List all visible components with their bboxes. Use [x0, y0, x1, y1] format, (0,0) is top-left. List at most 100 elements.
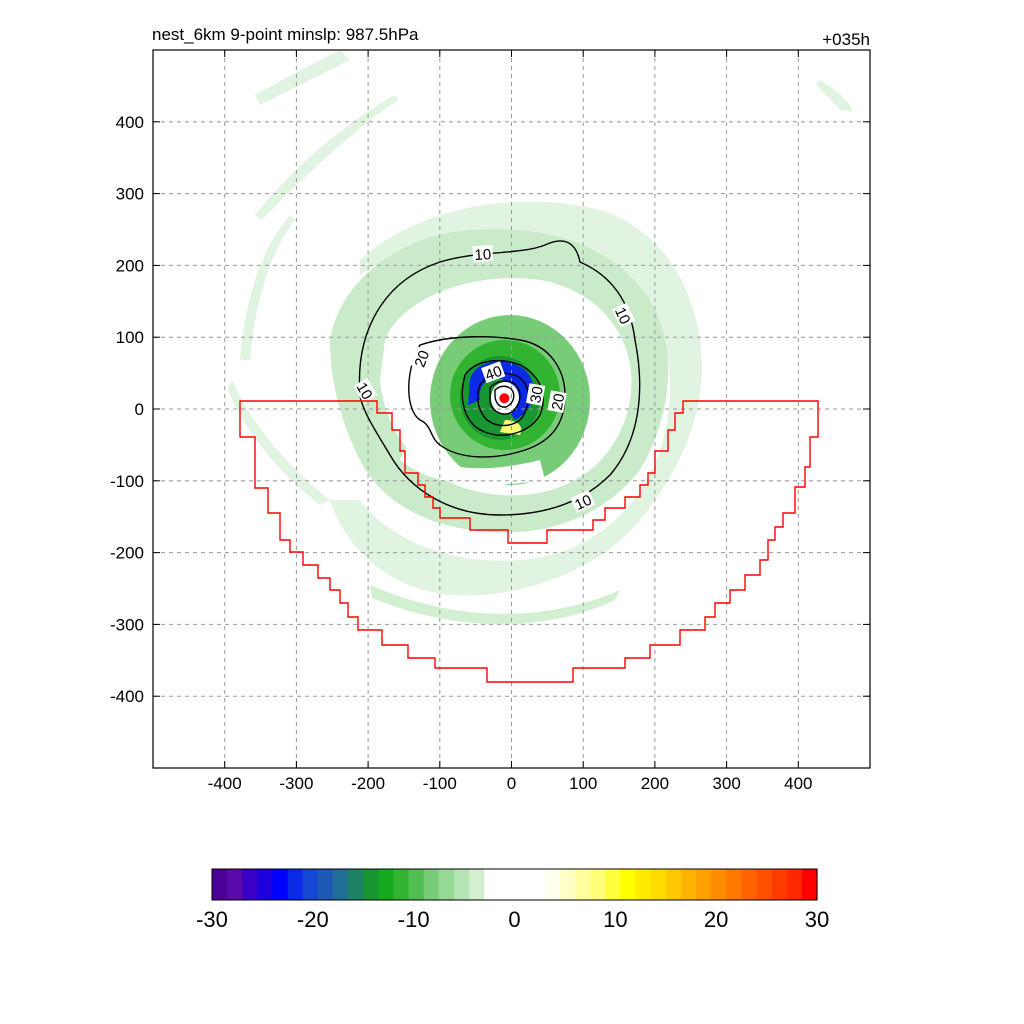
colorbar-swatch — [650, 869, 667, 900]
colorbar-swatch — [423, 869, 440, 900]
colorbar: -30 -20 -10 0 10 20 30 — [196, 868, 829, 932]
colorbar-swatch — [212, 869, 228, 900]
contour-10 — [358, 240, 641, 516]
x-tick-label: -200 — [351, 774, 385, 793]
streak-6 — [228, 380, 330, 505]
y-axis: 400 300 200 100 0 -100 -200 -300 -400 — [110, 113, 870, 706]
contour-label-bg — [409, 346, 432, 371]
x-axis: -400 -300 -200 -100 0 100 200 300 400 — [208, 50, 812, 793]
plot-area: 10 10 10 10 20 20 40 30 — [153, 50, 870, 768]
colorbar-tick-label: 30 — [805, 907, 829, 932]
contour-label-bg — [570, 489, 596, 513]
x-tick-label: 300 — [712, 774, 740, 793]
colorbar-swatch — [378, 869, 395, 900]
contour-label: 10 — [572, 492, 594, 514]
y-tick-label: -200 — [110, 544, 144, 563]
chart-title: nest_6km 9-point minslp: 987.5hPa — [152, 25, 419, 44]
colorbar-swatch — [529, 869, 546, 900]
contour-label: 40 — [483, 363, 504, 385]
y-tick-label: 0 — [135, 400, 144, 419]
contour-label: 10 — [353, 380, 376, 403]
x-tick-label: 0 — [507, 774, 516, 793]
colorbar-swatch — [741, 869, 758, 900]
colorbar-swatch — [544, 869, 561, 900]
colorbar-swatch — [363, 869, 379, 900]
x-tick-label: 100 — [569, 774, 597, 793]
colorbar-swatch — [756, 869, 773, 900]
y-tick-label: -400 — [110, 687, 144, 706]
core-yellow — [500, 420, 522, 435]
colorbar-swatch — [242, 869, 258, 900]
contour-label-bg — [353, 377, 378, 404]
x-tick-label: -400 — [208, 774, 242, 793]
colorbar-swatch — [786, 869, 803, 900]
contour-20 — [408, 336, 566, 458]
colorbar-swatch — [302, 869, 319, 900]
contour-label-bg — [472, 245, 494, 263]
colorbar-swatch — [801, 869, 818, 900]
colorbar-swatch — [333, 869, 349, 900]
contours — [358, 240, 641, 516]
colorbar-swatch — [514, 869, 531, 900]
streak-4 — [370, 585, 620, 625]
mid-green-band — [330, 229, 669, 533]
colorbar-swatch — [575, 869, 591, 900]
contour-30 — [461, 360, 544, 436]
contour-label: 30 — [527, 385, 547, 404]
x-tick-label: -300 — [279, 774, 313, 793]
colorbar-swatch — [408, 869, 425, 900]
colorbar-swatch — [287, 869, 304, 900]
contour-label-bg — [612, 302, 636, 328]
streak-1 — [255, 50, 350, 105]
colorbar-swatch — [438, 869, 455, 900]
contour-40 — [477, 372, 530, 427]
colorbar-swatch — [257, 869, 274, 900]
x-tick-label: 400 — [784, 774, 812, 793]
contour-label: 20 — [549, 392, 569, 411]
y-tick-label: 200 — [116, 256, 144, 275]
colorbar-swatch — [227, 869, 243, 900]
colorbar-swatch — [499, 869, 516, 900]
colorbar-swatch — [348, 869, 364, 900]
streak-2 — [255, 95, 398, 220]
streak-3 — [240, 215, 295, 360]
streak-5 — [816, 80, 852, 112]
y-tick-label: -100 — [110, 472, 144, 491]
colorbar-tick-label: 10 — [603, 907, 627, 932]
contour-label-bg — [547, 390, 567, 413]
white-gap — [400, 440, 545, 485]
colorbar-swatch — [605, 869, 621, 900]
contour-label-bg — [525, 383, 546, 406]
colorbar-swatch — [696, 869, 712, 900]
contour-labels: 10 10 10 10 20 20 40 30 — [353, 245, 636, 514]
colorbar-swatch — [665, 869, 682, 900]
x-tick-label: -100 — [423, 774, 457, 793]
colorbar-swatch — [317, 869, 334, 900]
contour-label: 10 — [611, 305, 633, 327]
colorbar-tick-label: 20 — [704, 907, 728, 932]
colorbar-tick-label: -20 — [297, 907, 329, 932]
colorbar-swatch — [771, 869, 788, 900]
contour-label: 20 — [412, 348, 434, 369]
colorbar-swatch — [635, 869, 652, 900]
boundary-polygon — [239, 400, 819, 683]
colorbar-swatch — [484, 869, 500, 900]
contour-label: 10 — [474, 246, 492, 264]
forecast-hour: +035h — [822, 30, 870, 49]
y-tick-label: 300 — [116, 185, 144, 204]
y-tick-label: 100 — [116, 328, 144, 347]
y-tick-label: 400 — [116, 113, 144, 132]
x-tick-label: 200 — [641, 774, 669, 793]
colorbar-tick-label: 0 — [508, 907, 520, 932]
storm-center-marker — [499, 393, 510, 404]
colorbar-swatch — [726, 869, 742, 900]
colorbar-tick-label: -30 — [196, 907, 228, 932]
contour-inner-1 — [489, 380, 521, 415]
colorbar-tick-label: -10 — [398, 907, 430, 932]
colorbar-swatch — [711, 869, 727, 900]
colorbar-swatch — [559, 869, 576, 900]
colorbar-swatch — [393, 869, 410, 900]
colorbar-swatch — [590, 869, 606, 900]
contour-inner-2 — [494, 385, 515, 408]
